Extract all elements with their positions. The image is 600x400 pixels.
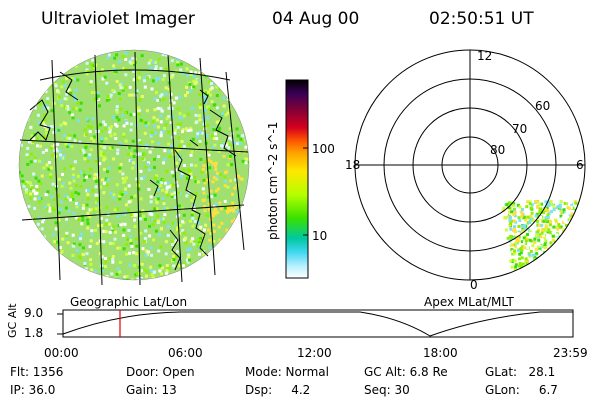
timeline-xtick: 00:00	[44, 346, 79, 360]
mode-value: Mode: Normal	[245, 365, 329, 379]
coastline	[29, 71, 237, 271]
mlat-60-label: 60	[535, 99, 551, 113]
page-title: Ultraviolet Imager	[41, 9, 195, 29]
geographic-latitude: GLat: 28.1	[485, 365, 556, 379]
timeline-ytick-min: 1.8	[24, 326, 44, 340]
polar-caption: Apex MLat/MLT	[424, 295, 514, 309]
geographic-longitude: GLon: 6.7	[485, 383, 558, 397]
mlt-12-label: 12	[477, 49, 493, 63]
mlat-80-label: 80	[490, 143, 506, 157]
altitude-curve	[62, 311, 573, 337]
flight-number: Flt: 1356	[10, 365, 64, 379]
timeline-xtick: 06:00	[168, 346, 203, 360]
time-label: 02:50:51 UT	[429, 9, 534, 29]
timeline-ytick-max: 9.0	[24, 306, 44, 320]
mlt-18-label: 18	[345, 158, 361, 172]
colorbar-label: photon cm^-2 s^-1	[266, 121, 280, 240]
mlat-70-label: 70	[512, 122, 528, 136]
colorbar-tick-10: 10	[312, 229, 328, 243]
ip-value: IP: 36.0	[10, 383, 56, 397]
lat-lon-grid	[19, 51, 249, 286]
geographic-image	[18, 49, 250, 286]
timeline-xtick: 12:00	[297, 346, 332, 360]
sequence-number: Seq: 30	[364, 383, 410, 397]
date-label: 04 Aug 00	[272, 9, 360, 29]
gain-value: Gain: 13	[126, 383, 177, 397]
timeline-xtick: 18:00	[423, 346, 458, 360]
gc-altitude: GC Alt: 6.8 Re	[364, 365, 448, 379]
map-caption: Geographic Lat/Lon	[70, 295, 188, 309]
door-status: Door: Open	[126, 365, 195, 379]
colorbar	[285, 79, 309, 279]
colorbar-tick-100: 100	[312, 142, 335, 156]
timeline-ylabel: GC Alt	[6, 303, 19, 338]
polar-plot	[354, 49, 586, 281]
altitude-timeline	[57, 309, 574, 338]
timeline-xtick: 23:59	[553, 346, 588, 360]
mlt-0-label: 0	[470, 278, 478, 292]
mlt-6-label: 6	[576, 158, 584, 172]
dsp-value: Dsp: 4.2	[245, 383, 311, 397]
